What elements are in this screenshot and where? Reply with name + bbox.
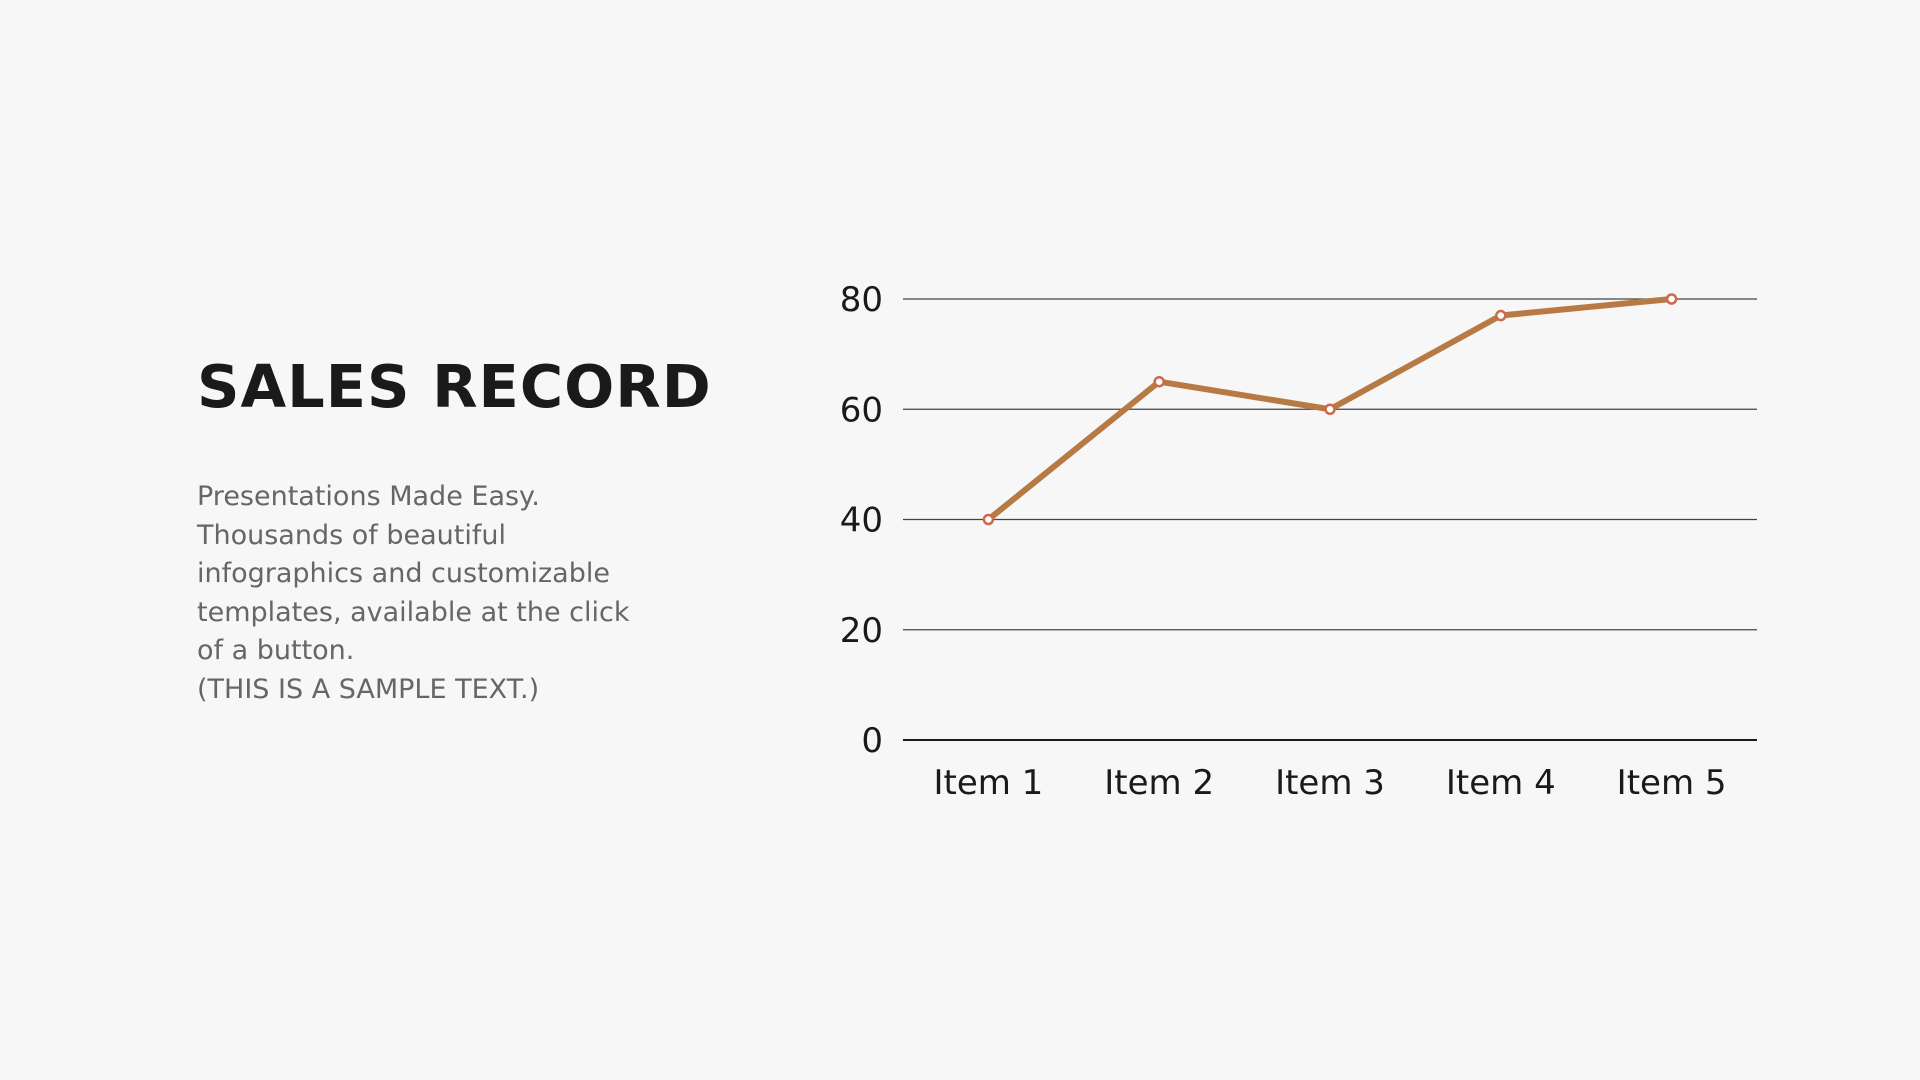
x-axis-ticks: Item 1 Item 2 Item 3 Item 4 Item 5	[933, 763, 1726, 803]
y-tick-label: 20	[840, 611, 883, 651]
y-tick-label: 60	[840, 390, 883, 430]
data-point	[1324, 403, 1336, 415]
slide-title: SALES RECORD	[197, 352, 712, 421]
y-tick-label: 0	[861, 721, 883, 761]
y-tick-label: 80	[840, 280, 883, 320]
x-tick-label: Item 2	[1104, 763, 1214, 803]
y-tick-label: 40	[840, 501, 883, 541]
x-tick-label: Item 1	[933, 763, 1043, 803]
chart-series	[982, 293, 1678, 526]
chart-gridlines	[903, 298, 1757, 741]
data-point	[1153, 375, 1165, 388]
data-point	[1495, 309, 1507, 322]
slide-body-text: Presentations Made Easy. Thousands of be…	[197, 481, 630, 705]
data-point	[1665, 293, 1678, 305]
data-point	[982, 513, 995, 526]
x-tick-label: Item 4	[1446, 763, 1556, 803]
x-tick-label: Item 5	[1617, 763, 1727, 803]
x-tick-label: Item 3	[1275, 763, 1385, 803]
y-axis-ticks: 0 20 40 60 80	[840, 280, 883, 761]
